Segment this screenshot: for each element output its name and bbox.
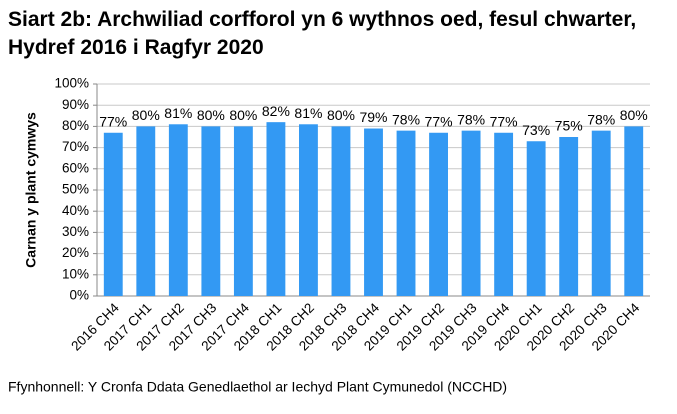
value-label: 78%: [587, 111, 615, 127]
value-label: 80%: [197, 107, 225, 123]
bar: [624, 126, 644, 297]
bar: [461, 130, 481, 296]
value-label: 80%: [132, 107, 160, 123]
value-label: 81%: [294, 105, 322, 121]
bar: [591, 130, 611, 296]
y-tick-label: 0%: [69, 288, 89, 303]
bar: [103, 132, 123, 296]
value-label: 81%: [164, 105, 192, 121]
value-label: 78%: [457, 111, 485, 127]
value-label: 77%: [490, 113, 518, 129]
value-label: 75%: [555, 118, 583, 134]
bar: [494, 132, 514, 296]
y-tick-label: 40%: [62, 203, 89, 218]
y-tick-label: 100%: [54, 76, 89, 91]
bar: [364, 128, 383, 296]
value-label: 80%: [229, 107, 257, 123]
bar: [136, 126, 156, 297]
bar: [429, 132, 448, 296]
source-note: Ffynhonnell: Y Cronfa Ddata Genedlaethol…: [8, 379, 507, 395]
y-axis-label: Carnan y plant cymwys: [23, 112, 39, 268]
value-label: 80%: [327, 107, 355, 123]
bar: [396, 130, 416, 296]
value-label: 73%: [522, 122, 550, 138]
y-tick-label: 80%: [62, 118, 89, 133]
bar: [168, 124, 188, 296]
chart-title: Siart 2b: Archwiliad corfforol yn 6 wyth…: [8, 8, 637, 59]
value-label: 79%: [359, 109, 387, 125]
value-label: 80%: [620, 107, 648, 123]
y-tick-label: 20%: [62, 245, 89, 260]
value-label: 77%: [99, 113, 127, 129]
y-tick-label: 30%: [62, 224, 89, 239]
y-tick-label: 90%: [62, 97, 89, 112]
bar: [233, 126, 253, 297]
bar: [266, 122, 286, 296]
bar: [559, 137, 579, 296]
value-label: 78%: [392, 111, 420, 127]
y-tick-label: 10%: [62, 266, 89, 281]
bar: [201, 126, 221, 297]
value-label: 82%: [262, 103, 290, 119]
y-tick-label: 60%: [62, 160, 89, 175]
value-label: 77%: [425, 113, 453, 129]
bar: [526, 141, 546, 296]
y-tick-label: 50%: [62, 182, 89, 197]
y-tick-label: 70%: [62, 139, 89, 154]
bar: [331, 126, 351, 297]
bar: [299, 124, 318, 296]
